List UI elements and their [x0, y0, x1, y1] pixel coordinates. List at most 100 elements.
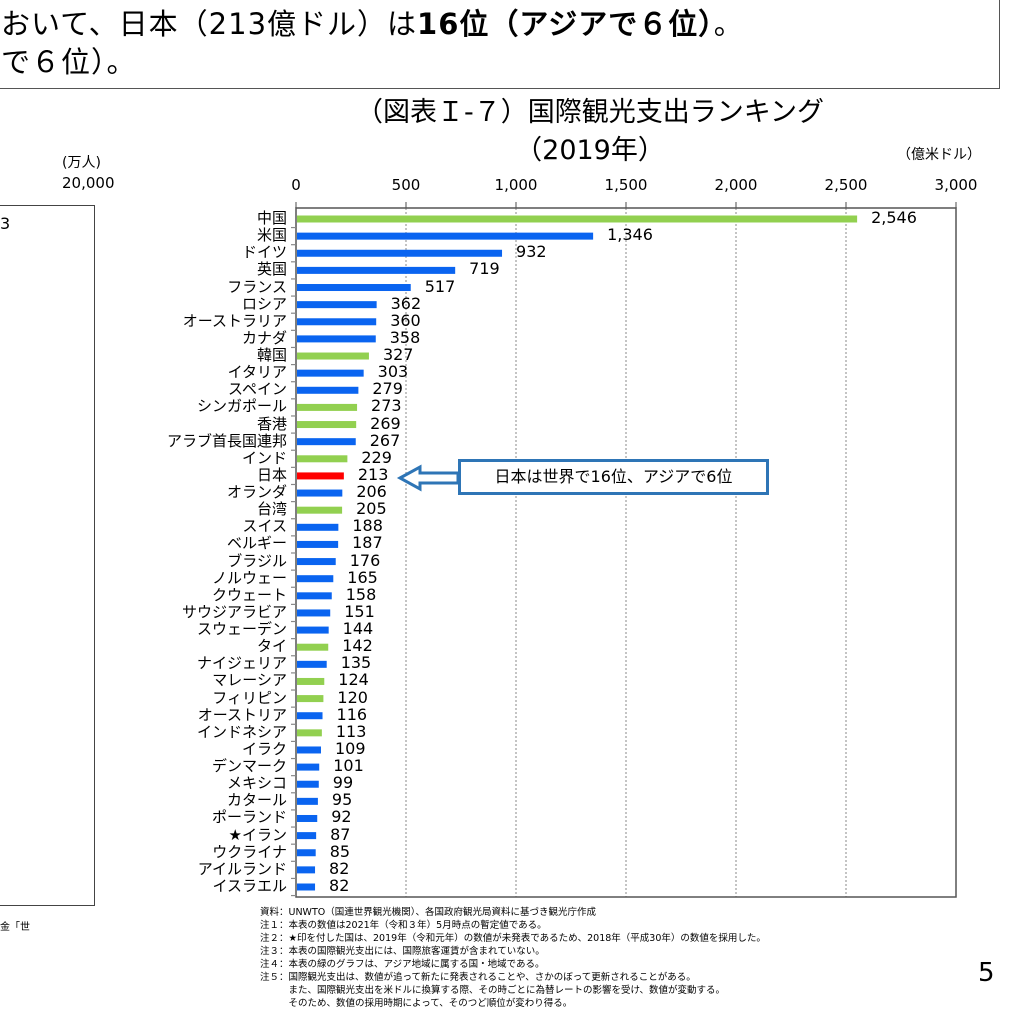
bar-ブラジル — [297, 558, 336, 566]
value-label: 517 — [424, 276, 456, 296]
category-label: イタリア — [227, 363, 287, 382]
value-label: 176 — [349, 550, 381, 570]
value-label: 358 — [389, 327, 421, 347]
category-label: アイルランド — [197, 859, 287, 878]
value-label: 85 — [329, 841, 351, 861]
left-chart-note: 金「世 — [0, 922, 30, 933]
bar-イラク — [297, 746, 321, 754]
value-label: 206 — [356, 482, 387, 502]
note-5-cont2: そのため、数値の採用時期によって、そのつど順位が変わり得る。 — [260, 998, 573, 1009]
bar-デンマーク — [297, 763, 320, 771]
category-label: ドイツ — [241, 243, 287, 262]
chart-notes: 資料：UNWTO（国連世界観光機関）、各国政府観光局資料に基づき観光庁作成 注１… — [260, 906, 766, 1010]
category-label: 韓国 — [256, 346, 287, 365]
chart-subtitle: （2019年） — [515, 135, 665, 166]
bar-★イラン — [297, 832, 317, 840]
category-label: フィリピン — [212, 688, 287, 707]
bar-ロシア — [297, 301, 377, 309]
value-label: 327 — [382, 345, 414, 365]
bar-スウェーデン — [297, 626, 329, 634]
category-label: 中国 — [256, 209, 287, 227]
value-label: 165 — [347, 567, 378, 587]
category-label: フランス — [227, 277, 287, 296]
category-label: シンガポール — [196, 397, 287, 416]
value-label: 87 — [330, 824, 351, 844]
value-label: 113 — [335, 721, 367, 741]
value-label: 82 — [329, 858, 350, 878]
bar-カタール — [297, 797, 318, 805]
category-label: 香港 — [256, 414, 287, 433]
x-tick-label: 3,000 — [934, 176, 978, 194]
x-tick-label: 2,000 — [714, 176, 758, 194]
bar-台湾 — [297, 506, 343, 514]
note-2: 注２：★印を付した国は、2019年（令和元年）の数値が未発表であるため、2018… — [260, 933, 766, 944]
category-label: ★イラン — [228, 825, 287, 844]
note-5-cont: また、国際観光支出を米ドルに換算する際、その時ごとに為替レートの影響を受け、数値… — [260, 985, 726, 996]
category-label: 日本 — [256, 465, 287, 484]
value-label: 205 — [356, 499, 387, 519]
value-label: 101 — [333, 756, 364, 776]
x-tick-label: 2,500 — [824, 176, 868, 194]
value-label: 303 — [377, 362, 409, 382]
value-label: 144 — [342, 619, 374, 639]
note-source: 資料：UNWTO（国連世界観光機関）、各国政府観光局資料に基づき観光庁作成 — [260, 907, 596, 918]
category-label: カナダ — [241, 328, 287, 347]
category-label: 米国 — [256, 226, 287, 245]
bar-フィリピン — [297, 695, 324, 703]
category-label: ナイジェリア — [196, 654, 287, 673]
category-label: ブラジル — [227, 551, 287, 570]
chart-title: （図表Ｉ-７）国際観光支出ランキング — [356, 97, 824, 128]
value-label: 95 — [331, 790, 353, 810]
note-3: 注３：本表の国際観光支出には、国際旅客運賃が含まれていない。 — [260, 946, 545, 957]
bar-イスラエル — [297, 883, 316, 891]
category-label: オーストラリア — [182, 311, 287, 330]
value-label: 273 — [371, 396, 402, 416]
bar-ドイツ — [297, 249, 503, 257]
value-label: 719 — [469, 259, 500, 279]
category-label: タイ — [256, 637, 287, 656]
value-label: 124 — [338, 670, 369, 690]
value-label: 135 — [340, 653, 372, 673]
x-tick-label: 1,500 — [604, 176, 648, 194]
page-number: 5 — [978, 958, 995, 988]
left-chart-frame — [0, 205, 95, 906]
bar-クウェート — [297, 592, 332, 600]
category-label: インドネシア — [196, 722, 287, 741]
value-label: 158 — [345, 584, 377, 604]
bar-フランス — [297, 284, 411, 292]
summary-line-2: で６位）。 — [1, 45, 137, 79]
x-tick-label: 0 — [291, 176, 301, 194]
value-label: 362 — [390, 293, 422, 313]
category-label: ベルギー — [226, 534, 287, 553]
category-label: インド — [241, 448, 287, 467]
bar-ベルギー — [297, 540, 339, 548]
value-label: 269 — [370, 413, 401, 433]
bar-日本 — [297, 472, 344, 480]
category-label: ロシア — [241, 294, 287, 313]
x-tick-label: 500 — [391, 176, 421, 194]
bar-カナダ — [297, 335, 376, 343]
value-label: 151 — [344, 601, 375, 621]
bar-オーストリア — [297, 712, 323, 720]
bar-英国 — [297, 266, 456, 274]
bar-韓国 — [297, 352, 369, 360]
bar-タイ — [297, 643, 329, 651]
category-label: スウェーデン — [196, 620, 287, 639]
x-tick-label: 1,000 — [494, 176, 538, 194]
category-label: ノルウェー — [211, 568, 287, 587]
category-label: イスラエル — [212, 877, 287, 895]
value-label: 213 — [357, 464, 389, 484]
summary-line-1: おいて、日本（213億ドル）は16位（アジアで６位）。 — [1, 1, 744, 43]
category-label: カタール — [226, 791, 287, 810]
note-5: 注５：国際観光支出は、数値が追って新たに発表されることや、さかのぼって更新される… — [260, 972, 696, 983]
value-label: 92 — [331, 807, 352, 827]
left-chart-unit: (万人) — [62, 155, 101, 171]
bar-ノルウェー — [297, 575, 334, 583]
bar-イタリア — [297, 369, 364, 377]
category-label: ポーランド — [211, 808, 287, 827]
chart-unit: （億米ドル） — [897, 147, 981, 163]
category-label: オランダ — [226, 483, 287, 502]
bar-アイルランド — [297, 866, 316, 874]
bar-スペイン — [297, 386, 359, 394]
note-1: 注１：本表の数値は2021年（令和３年）5月時点の暫定値である。 — [260, 920, 547, 931]
